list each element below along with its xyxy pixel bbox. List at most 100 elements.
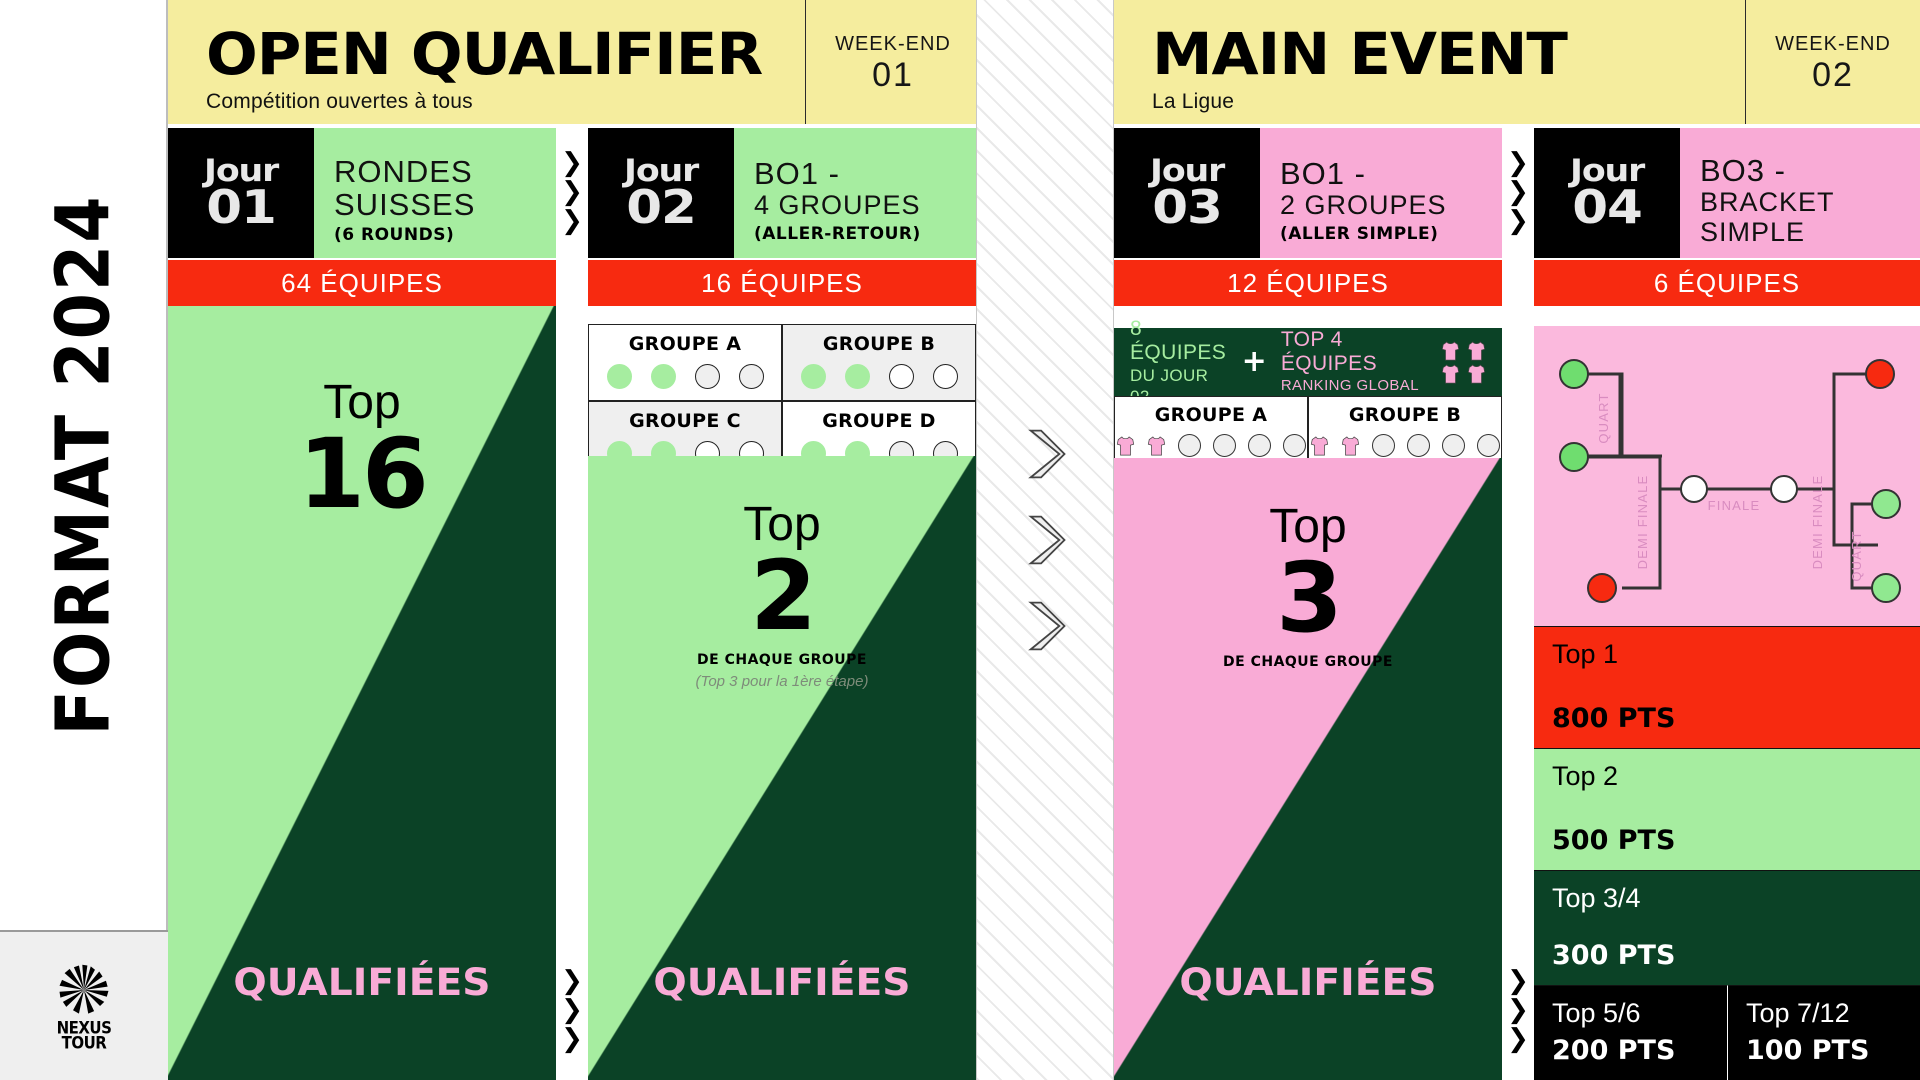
weekend-number: 02 (1812, 55, 1854, 94)
day-number: 04 (1572, 180, 1643, 234)
chevron-right-icon: ❯ (1507, 148, 1529, 178)
day-format-02: BO1 - 4 GROUPES (ALLER-RETOUR) (734, 128, 976, 258)
day-tag-02: Jour 02 (588, 128, 734, 258)
advance-number: 2 (750, 540, 817, 652)
qualified-label-03: QUALIFIÉES (1179, 961, 1437, 1004)
brand-line-2: TOUR (61, 1032, 107, 1054)
advance-word: Top (323, 376, 401, 429)
connector-chevrons-03-04-bottom: ❯ ❯ ❯ (1502, 945, 1534, 1075)
advance-note: DE CHAQUE GROUPE (1223, 654, 1393, 670)
phase-title: OPEN QUALIFIER (206, 19, 763, 88)
jersey-icon (1116, 435, 1135, 455)
weekend-badge-01: WEEK-END 01 (805, 0, 980, 124)
chevron-right-icon: ❯ (561, 995, 583, 1025)
day-jour-label: Jour (623, 153, 699, 189)
teams-count-text: 6 ÉQUIPES (1653, 267, 1801, 298)
jersey-icon (1441, 363, 1460, 383)
chevron-right-icon: ❯ (1507, 177, 1529, 207)
bracket-node-final-left (1680, 475, 1708, 503)
bracket-seed-right-mid (1871, 489, 1901, 519)
jersey-icon (1467, 363, 1486, 383)
format-line-1: BO1 - (754, 155, 840, 191)
chevron-right-icon: ❯ (561, 206, 583, 236)
jersey-group (1441, 340, 1486, 384)
group-name: GROUPE C (629, 410, 741, 432)
advance-number: 3 (1276, 542, 1343, 654)
groups-grid-jour-03: GROUPE A GROUPE B (1114, 396, 1502, 468)
points-row-top-7-12: Top 7/12 100 PTS (1727, 985, 1920, 1080)
teams-count-text: 12 ÉQUIPES (1227, 267, 1389, 298)
bracket-seed-left-bottom (1587, 573, 1617, 603)
weekend-label: WEEK-END (835, 32, 951, 55)
points-value: 300 PTS (1552, 940, 1676, 971)
bracket-node-final-right (1770, 475, 1798, 503)
slot-filled (606, 364, 632, 389)
phase-subtitle: La Ligue (1152, 89, 1235, 113)
day-tag-04: Jour 04 (1534, 128, 1680, 258)
slot-empty (888, 364, 914, 389)
phase-separator (976, 0, 1114, 1080)
group-cell[interactable]: GROUPE A (588, 324, 782, 401)
slot-empty (1213, 434, 1236, 457)
bracket-label-quart-left: QUART (1596, 392, 1611, 443)
bracket-seed-left-mid (1559, 442, 1589, 472)
advance-note: DE CHAQUE GROUPE (697, 652, 867, 668)
jersey-icon (1341, 435, 1360, 455)
connector-chevrons-03-04-top: ❯ ❯ ❯ (1502, 126, 1534, 258)
phase-banner-text: OPEN QUALIFIER Compétition ouvertes à to… (168, 0, 805, 124)
advance-word: Top (1269, 500, 1347, 553)
day-format-01: RONDES SUISSES (6 ROUNDS) (314, 128, 556, 258)
chevron-right-icon: ❯ (1507, 966, 1529, 996)
weekend-label: WEEK-END (1775, 32, 1891, 55)
points-label: Top 5/6 (1552, 998, 1641, 1028)
slot-empty (1477, 434, 1500, 457)
group-slots (1310, 434, 1500, 457)
bracket-label-demi-right: DEMI FINALE (1810, 475, 1825, 570)
format-line-2: 4 GROUPES (754, 189, 921, 220)
slot-empty (1248, 434, 1271, 457)
bracket-seed-right-top (1865, 359, 1895, 389)
chevron-right-icon: ❯ (561, 177, 583, 207)
slot-empty (1372, 434, 1395, 457)
groups-grid-jour-02: GROUPE A GROUPE B GROUPE C (588, 324, 976, 478)
day-jour-label: Jour (1149, 153, 1225, 189)
slot-empty (738, 364, 764, 389)
brand-wordmark: NEXUS TOUR (57, 1019, 112, 1054)
group-cell[interactable]: GROUPE B (782, 324, 976, 401)
group-slots (800, 364, 958, 389)
format-line-2: BRACKET (1700, 186, 1835, 217)
format-line-2: 2 GROUPES (1280, 189, 1447, 220)
chevron-right-icon: ❯ (1507, 206, 1529, 236)
format-note: (6 ROUNDS) (334, 225, 455, 245)
points-row-top-1: Top 1 800 PTS (1534, 626, 1920, 748)
points-row-top-5-6: Top 5/6 200 PTS (1534, 985, 1727, 1080)
qualification-source-ranking: TOP 4 ÉQUIPES RANKING GLOBAL (1281, 328, 1421, 396)
teams-count-text: 16 ÉQUIPES (701, 267, 863, 298)
weekend-number: 01 (872, 55, 914, 94)
teams-count-text: 64 ÉQUIPES (281, 267, 443, 298)
jersey-icon (1310, 435, 1329, 455)
jersey-icon (1467, 340, 1486, 360)
bracket-diagram: QUART DEMI FINALE FINALE DEMI FINALE QUA… (1559, 359, 1901, 603)
format-note: (ALLER SIMPLE) (1280, 223, 1439, 244)
jersey-icon (1147, 435, 1166, 455)
bracket-seed-left-top (1559, 359, 1589, 389)
advance-block-02: Top 2 DE CHAQUE GROUPE (Top 3 pour la 1è… (588, 498, 976, 691)
qualification-ranking-origin: RANKING GLOBAL (1280, 377, 1419, 394)
day-number: 01 (206, 180, 277, 234)
sunburst-icon (59, 964, 109, 1014)
group-name: GROUPE B (1348, 404, 1462, 426)
page-title-text: FORMAT 2024 (41, 194, 128, 736)
body-panel-jour-01: Top 16 QUALIFIÉES (168, 306, 556, 1080)
group-cell[interactable]: GROUPE B (1308, 396, 1502, 468)
points-row-top-2: Top 2 500 PTS (1534, 748, 1920, 870)
format-note: (ALLER-RETOUR) (754, 223, 921, 244)
qualification-source-count: 8 ÉQUIPES (1130, 317, 1227, 364)
weekend-badge-02: WEEK-END 02 (1745, 0, 1920, 124)
advance-word: Top (743, 498, 821, 551)
qualification-source-day: 8 ÉQUIPES DU JOUR 02 (1130, 317, 1228, 407)
jersey-icon (1441, 340, 1460, 360)
points-label: Top 7/12 (1746, 998, 1850, 1028)
group-cell[interactable]: GROUPE A (1114, 396, 1308, 468)
left-rail: FORMAT 2024 NEXUS TOUR (0, 0, 168, 1080)
